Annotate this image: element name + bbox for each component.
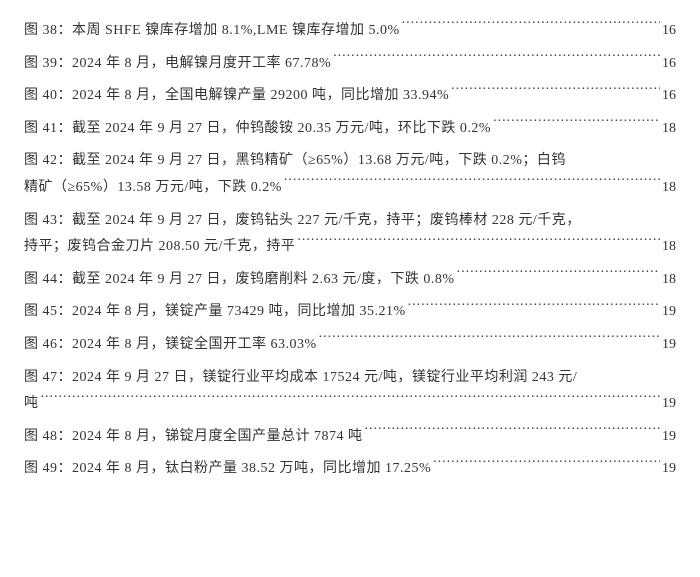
toc-page-number: 19 <box>660 424 676 451</box>
toc-entry: 图 49：2024 年 8 月，钛白粉产量 38.52 万吨，同比增加 17.2… <box>24 456 676 483</box>
toc-entry: 图 48：2024 年 8 月，锑锭月度全国产量总计 7874 吨 19 <box>24 424 676 451</box>
toc-entry-label-line1: 图 42：截至 2024 年 9 月 27 日，黑钨精矿（≥65%）13.68 … <box>24 148 676 175</box>
toc-page-number: 16 <box>660 18 676 45</box>
toc-page-number: 16 <box>660 83 676 110</box>
toc-entry-continuation: 精矿（≥65%）13.58 万元/吨，下跌 0.2% 18 <box>24 175 676 202</box>
dot-leader <box>400 20 660 34</box>
dot-leader <box>331 53 660 67</box>
toc-entry-label-line2: 吨 <box>24 391 39 418</box>
toc-entry-continuation: 持平；废钨合金刀片 208.50 元/千克，持平 18 <box>24 234 676 261</box>
toc-entry-continuation: 吨 19 <box>24 391 676 418</box>
toc-page-number: 18 <box>660 267 676 294</box>
toc-page-number: 19 <box>660 332 676 359</box>
toc-entry-label: 图 40：2024 年 8 月，全国电解镍产量 29200 吨，同比增加 33.… <box>24 83 449 110</box>
toc-entry-label-line1: 图 47：2024 年 9 月 27 日，镁锭行业平均成本 17524 元/吨，… <box>24 365 676 392</box>
toc-page-number: 19 <box>660 456 676 483</box>
toc-entry-label: 图 48：2024 年 8 月，锑锭月度全国产量总计 7874 吨 <box>24 424 363 451</box>
dot-leader <box>431 458 660 472</box>
toc-entry-label-line2: 精矿（≥65%）13.58 万元/吨，下跌 0.2% <box>24 175 282 202</box>
dot-leader <box>295 236 660 250</box>
toc-entry-label: 图 39：2024 年 8 月，电解镍月度开工率 67.78% <box>24 51 331 78</box>
toc-entry-label-line1: 图 43：截至 2024 年 9 月 27 日，废钨钻头 227 元/千克，持平… <box>24 208 676 235</box>
dot-leader <box>406 301 660 315</box>
dot-leader <box>363 426 661 440</box>
dot-leader <box>455 269 660 283</box>
toc-page-number: 19 <box>660 391 676 418</box>
toc-page-number: 16 <box>660 51 676 78</box>
dot-leader <box>39 393 661 407</box>
toc-entry: 图 41：截至 2024 年 9 月 27 日，仲钨酸铵 20.35 万元/吨，… <box>24 116 676 143</box>
toc-page-number: 18 <box>660 116 676 143</box>
toc-entry-label: 图 38：本周 SHFE 镍库存增加 8.1%,LME 镍库存增加 5.0% <box>24 18 400 45</box>
toc-entry: 图 44：截至 2024 年 9 月 27 日，废钨磨削料 2.63 元/度，下… <box>24 267 676 294</box>
toc-page-number: 18 <box>660 234 676 261</box>
toc-entry-label: 图 49：2024 年 8 月，钛白粉产量 38.52 万吨，同比增加 17.2… <box>24 456 431 483</box>
toc-entry: 图 42：截至 2024 年 9 月 27 日，黑钨精矿（≥65%）13.68 … <box>24 148 676 201</box>
toc-entry: 图 47：2024 年 9 月 27 日，镁锭行业平均成本 17524 元/吨，… <box>24 365 676 418</box>
toc-entry-label-line2: 持平；废钨合金刀片 208.50 元/千克，持平 <box>24 234 295 261</box>
toc-entry-label: 图 45：2024 年 8 月，镁锭产量 73429 吨，同比增加 35.21% <box>24 299 406 326</box>
dot-leader <box>449 85 660 99</box>
toc-entry-label: 图 41：截至 2024 年 9 月 27 日，仲钨酸铵 20.35 万元/吨，… <box>24 116 491 143</box>
toc-page-number: 19 <box>660 299 676 326</box>
toc-entry-label: 图 44：截至 2024 年 9 月 27 日，废钨磨削料 2.63 元/度，下… <box>24 267 455 294</box>
toc-entry: 图 40：2024 年 8 月，全国电解镍产量 29200 吨，同比增加 33.… <box>24 83 676 110</box>
dot-leader <box>317 334 660 348</box>
toc-container: 图 38：本周 SHFE 镍库存增加 8.1%,LME 镍库存增加 5.0% 16… <box>24 18 676 483</box>
toc-entry-label: 图 46：2024 年 8 月，镁锭全国开工率 63.03% <box>24 332 317 359</box>
toc-entry: 图 45：2024 年 8 月，镁锭产量 73429 吨，同比增加 35.21%… <box>24 299 676 326</box>
toc-page-number: 18 <box>660 175 676 202</box>
dot-leader <box>491 118 660 132</box>
toc-entry: 图 43：截至 2024 年 9 月 27 日，废钨钻头 227 元/千克，持平… <box>24 208 676 261</box>
toc-entry: 图 38：本周 SHFE 镍库存增加 8.1%,LME 镍库存增加 5.0% 16 <box>24 18 676 45</box>
dot-leader <box>282 177 660 191</box>
toc-entry: 图 39：2024 年 8 月，电解镍月度开工率 67.78% 16 <box>24 51 676 78</box>
toc-entry: 图 46：2024 年 8 月，镁锭全国开工率 63.03% 19 <box>24 332 676 359</box>
